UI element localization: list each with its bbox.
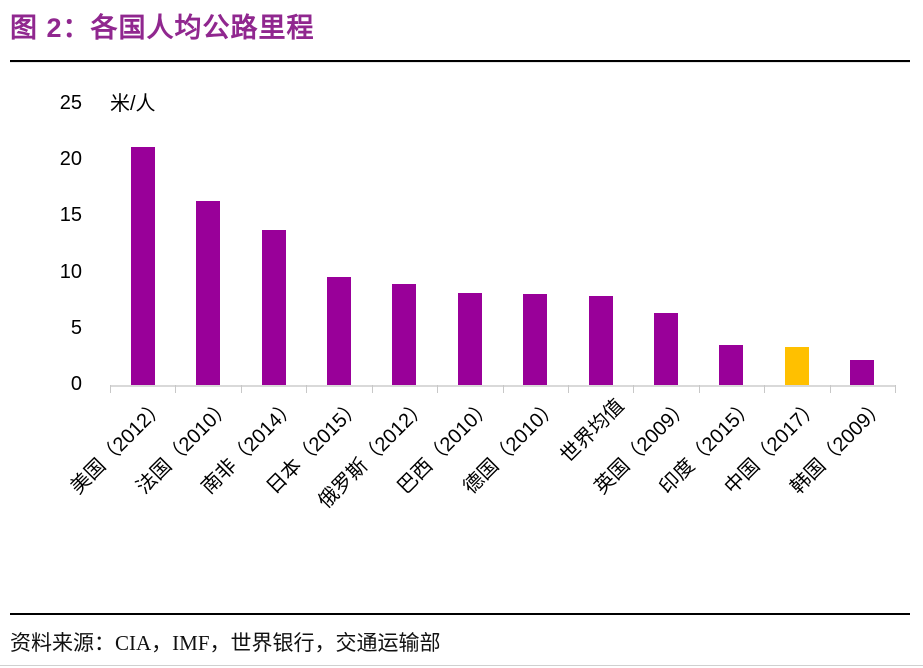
y-tick-label: 5 bbox=[70, 316, 82, 339]
footer-faint-rule bbox=[0, 665, 923, 666]
bar bbox=[523, 293, 548, 385]
bar bbox=[654, 313, 679, 385]
x-axis-tick bbox=[175, 385, 177, 393]
bar bbox=[196, 200, 221, 385]
plot-area bbox=[110, 104, 896, 393]
bar bbox=[588, 296, 613, 385]
bar bbox=[326, 277, 351, 385]
bar bbox=[261, 229, 286, 385]
bar bbox=[457, 292, 482, 385]
x-axis-tick bbox=[240, 385, 242, 393]
x-axis-tick bbox=[764, 385, 766, 393]
y-tick-label: 0 bbox=[70, 373, 82, 396]
x-axis-tick bbox=[371, 385, 373, 393]
x-axis-tick bbox=[698, 385, 700, 393]
title-divider-rule bbox=[10, 60, 910, 63]
x-axis-tick bbox=[437, 385, 439, 393]
bar bbox=[130, 146, 155, 385]
x-axis-tick bbox=[306, 385, 308, 393]
x-axis-tick bbox=[502, 385, 504, 393]
source-text: 资料来源：CIA，IMF，世界银行，交通运输部 bbox=[10, 631, 441, 655]
page-title: 图 2：各国人均公路里程 bbox=[10, 13, 315, 43]
y-tick-label: 25 bbox=[59, 92, 82, 115]
x-axis-tick bbox=[567, 385, 569, 393]
footer-divider-rule bbox=[10, 613, 910, 615]
bar bbox=[719, 344, 744, 385]
x-axis-tick bbox=[110, 385, 111, 393]
y-tick-label: 20 bbox=[59, 148, 82, 171]
x-axis-tick bbox=[633, 385, 635, 393]
bar-highlight bbox=[784, 346, 809, 385]
y-axis-unit-label: 米/人 bbox=[110, 93, 156, 115]
y-tick-label: 15 bbox=[59, 204, 82, 227]
y-tick-label: 10 bbox=[59, 260, 82, 283]
bar bbox=[392, 283, 417, 385]
x-axis-tick bbox=[895, 385, 896, 393]
bar bbox=[850, 360, 875, 385]
x-axis-tick bbox=[829, 385, 831, 393]
